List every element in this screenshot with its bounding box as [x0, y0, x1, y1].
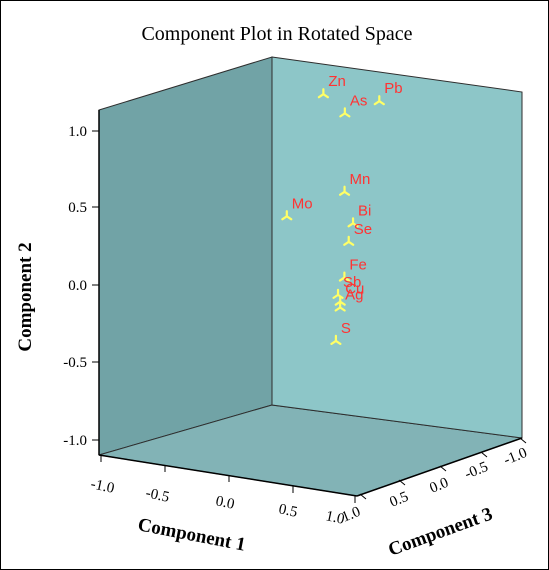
z-tick-label: -0.5 [463, 459, 491, 483]
z-tick-label: 0.0 [428, 475, 451, 497]
point-label: As [350, 92, 368, 109]
x-tick-label: -0.5 [144, 485, 171, 506]
front-bottom-edge [98, 454, 358, 497]
left-wall [98, 56, 273, 456]
y-tick-label: -1.0 [63, 433, 87, 449]
point-cu: Cu [334, 281, 364, 306]
y-tick-label: 0.5 [68, 200, 87, 216]
point-pb: Pb [373, 80, 403, 106]
point-zn: Zn [317, 73, 346, 99]
y-tick-label: 1.0 [68, 124, 87, 140]
point-label: Bi [358, 202, 371, 219]
x-axis-label: Component 1 [136, 514, 247, 555]
z-tick-label: 1.0 [340, 504, 363, 526]
point-label: Cu [345, 281, 364, 298]
y-axis-label: Component 2 [15, 242, 36, 351]
point-marker [317, 88, 329, 99]
y-tick-label: 0.0 [68, 278, 87, 294]
z-axis-label: Component 3 [386, 504, 496, 561]
x-tick-label: 0.0 [214, 493, 236, 513]
point-marker [339, 107, 351, 118]
point-label: S [341, 320, 351, 337]
point-marker [334, 301, 346, 312]
z-tick-label: 0.5 [388, 489, 411, 511]
chart-title: Component Plot in Rotated Space [141, 23, 412, 45]
point-se: Se [343, 221, 372, 246]
point-marker [338, 185, 351, 196]
point-label: Se [354, 221, 372, 238]
point-marker [343, 235, 355, 246]
z-tick-label: -1.0 [502, 445, 530, 469]
x-tick-label: 0.5 [277, 501, 299, 521]
x-tick-label: 1.0 [324, 508, 346, 528]
point-as: As [339, 92, 368, 118]
point-label: Mn [350, 171, 371, 188]
point-marker [373, 95, 385, 106]
point-label: Pb [384, 80, 402, 97]
x-tick-label: -1.0 [89, 476, 116, 497]
point-label: Zn [328, 73, 346, 90]
point-label: Ag [345, 287, 363, 304]
y-tick-label: -0.5 [63, 355, 87, 371]
point-ag: Ag [334, 287, 364, 312]
point-label: Fe [349, 257, 367, 274]
point-bi: Bi [347, 202, 371, 228]
point-label: Mo [292, 195, 313, 212]
back-wall [271, 56, 523, 439]
point-s: S [330, 320, 351, 345]
point-fe: Fe [338, 257, 367, 282]
point-label: Sb [343, 274, 361, 291]
point-mn: Mn [338, 171, 371, 196]
point-marker [338, 271, 350, 282]
point-marker [347, 217, 359, 228]
point-marker [330, 334, 342, 345]
point-mo: Mo [281, 195, 313, 221]
point-marker [281, 210, 293, 221]
x-axis: -1.0 -0.5 0.0 0.5 1.0 [89, 455, 356, 528]
y-axis: 1.0 0.5 0.0 -0.5 -1.0 [63, 124, 99, 449]
right-bottom-edge [356, 437, 523, 497]
